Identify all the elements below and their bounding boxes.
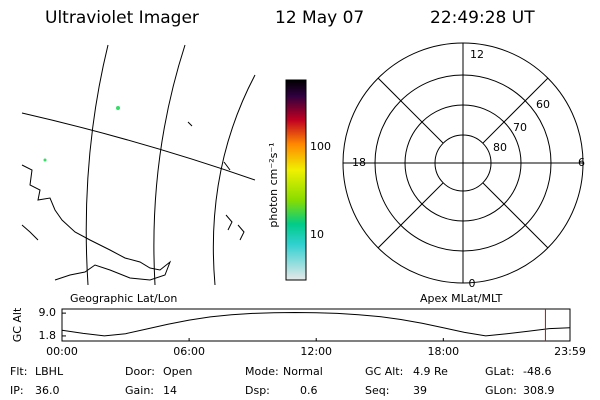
field-value: Normal xyxy=(283,365,323,378)
polar-label: 80 xyxy=(493,141,507,154)
y-tick-label: 1.8 xyxy=(39,329,57,342)
field-value: 39 xyxy=(413,384,427,397)
field-label: Flt: xyxy=(10,365,27,378)
field-label: Gain: xyxy=(125,384,154,397)
instrument: Ultraviolet Imager xyxy=(45,8,199,28)
field-value: 4.9 Re xyxy=(413,365,448,378)
x-tick-label: 18:00 xyxy=(427,345,459,358)
polar-label: 12 xyxy=(470,48,484,61)
y-tick-label: 9.0 xyxy=(39,306,57,319)
field-label: GLon: xyxy=(485,384,517,397)
field-value: 36.0 xyxy=(35,384,60,397)
polar-label: 6 xyxy=(578,156,585,169)
x-tick-label: 12:00 xyxy=(300,345,332,358)
polar-label: 18 xyxy=(352,156,366,169)
field-label: GC Alt: xyxy=(365,365,403,378)
panel-title: Geographic Lat/Lon xyxy=(70,292,177,305)
field-value: -48.6 xyxy=(523,365,551,378)
field-label: Door: xyxy=(125,365,155,378)
field-value: Open xyxy=(163,365,192,378)
time: 22:49:28 UT xyxy=(430,8,535,28)
field-value: 0.6 xyxy=(300,384,318,397)
date: 12 May 07 xyxy=(275,8,364,28)
field-label: Mode: xyxy=(245,365,279,378)
colorbar xyxy=(285,79,307,281)
field-label: GLat: xyxy=(485,365,514,378)
colorbar-label: photon cm⁻²s⁻¹ xyxy=(267,142,280,227)
field-value: 308.9 xyxy=(523,384,555,397)
altitude-label: GC Alt xyxy=(11,307,24,342)
x-tick-label: 23:59 xyxy=(554,345,586,358)
altitude-line xyxy=(61,311,571,337)
map xyxy=(21,44,256,286)
colorbar-tick: 100 xyxy=(310,140,331,153)
colorbar-tick: 10 xyxy=(310,228,324,241)
panel-title: Apex MLat/MLT xyxy=(420,292,503,305)
polar-label: 60 xyxy=(536,98,550,111)
polar-label: 70 xyxy=(513,121,527,134)
polar-label: 0 xyxy=(469,277,476,290)
polar-grid xyxy=(342,42,584,284)
x-tick-label: 06:00 xyxy=(173,345,205,358)
field-value: LBHL xyxy=(35,365,64,378)
field-label: Seq: xyxy=(365,384,389,397)
field-label: Dsp: xyxy=(245,384,270,397)
field-label: IP: xyxy=(10,384,24,397)
x-tick-label: 00:00 xyxy=(46,345,78,358)
field-value: 14 xyxy=(163,384,177,397)
